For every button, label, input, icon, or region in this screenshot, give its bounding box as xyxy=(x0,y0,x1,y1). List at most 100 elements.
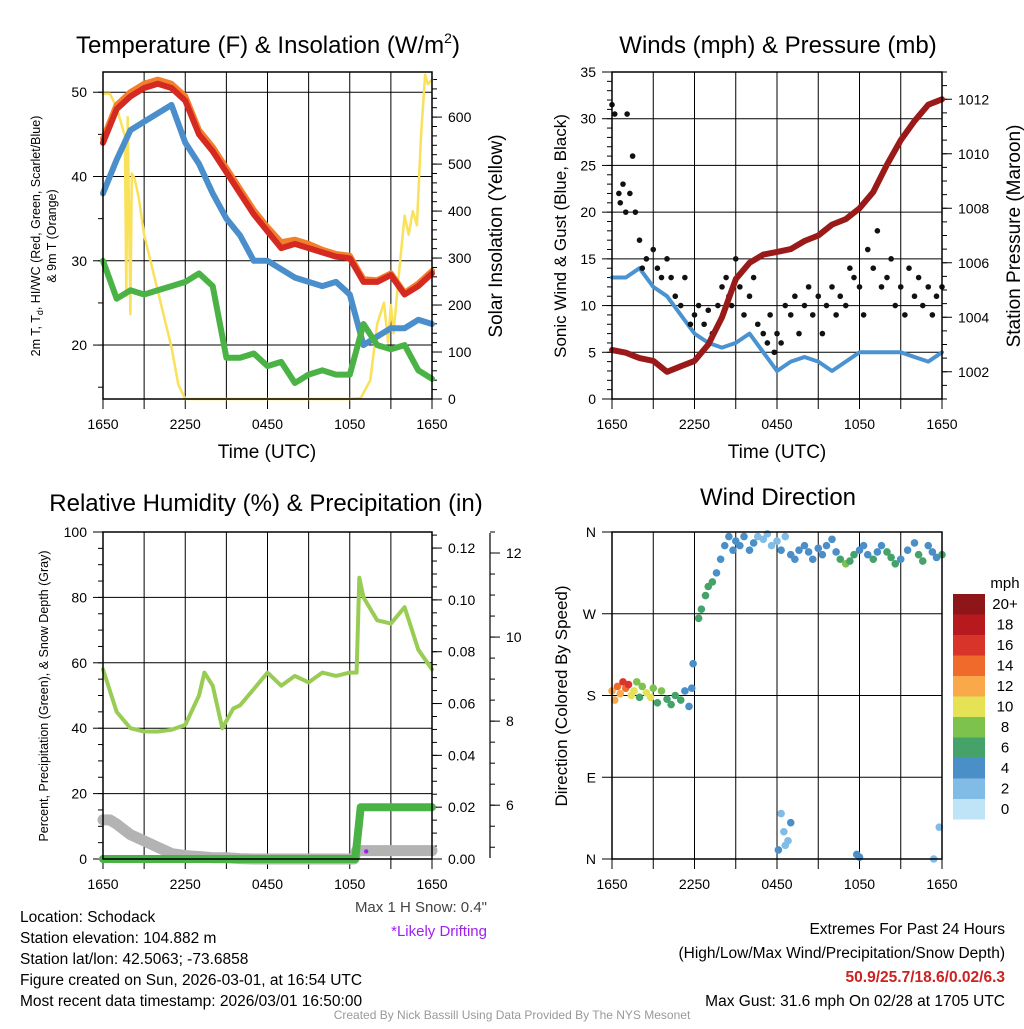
pressure-y-tick-label: 1004 xyxy=(958,309,989,325)
insolation-y-tick-label: 0 xyxy=(448,391,456,407)
wind-direction-point xyxy=(781,841,790,850)
gust-point xyxy=(809,312,816,318)
gust-point xyxy=(737,284,743,290)
wind-direction-point xyxy=(780,827,788,836)
humidity-x-tick-label: 1050 xyxy=(334,876,365,892)
wind-direction-point xyxy=(869,555,878,564)
location-text: Location: Schodack xyxy=(20,909,156,926)
legend-title: mph xyxy=(990,575,1019,592)
wind-direction-point xyxy=(818,550,827,559)
wind-y-tick-label: 0 xyxy=(588,391,596,407)
temperature-y-axis-title: 2m T, Td, HI/WC (Red, Green, Scarlet/Blu… xyxy=(29,116,59,357)
legend-label: 14 xyxy=(997,658,1014,675)
wind-direction-point xyxy=(846,557,854,565)
legend-label: 2 xyxy=(1001,781,1009,798)
gust-point xyxy=(884,274,890,281)
legend-label: 0 xyxy=(1001,801,1009,818)
wind-direction-point xyxy=(657,687,666,695)
svg-text:2m T, Td, HI/WC (Red, Green, S: 2m T, Td, HI/WC (Red, Green, Scarlet/Blu… xyxy=(29,116,45,357)
gust-point xyxy=(643,256,650,262)
wind-direction-point xyxy=(795,546,803,554)
wind-direction-point xyxy=(685,702,693,711)
gust-point xyxy=(878,284,885,290)
gust-point xyxy=(829,284,835,290)
precip-y-tick-label: 0.02 xyxy=(448,799,475,815)
gust-point xyxy=(787,312,794,318)
gust-point xyxy=(842,302,849,309)
snow-depth-y-tick-label: 8 xyxy=(506,713,514,729)
humidity-y-tick-label: 100 xyxy=(64,524,88,540)
gust-point xyxy=(897,284,904,290)
wind-direction-point xyxy=(887,553,895,562)
wind-direction-point xyxy=(749,539,758,547)
wind-direction-point xyxy=(814,544,823,553)
precip-y-tick-label: 0.04 xyxy=(448,747,475,763)
gust-point xyxy=(691,312,698,318)
extremes-title: Extremes For Past 24 Hours xyxy=(809,921,1005,938)
wind-direction-point xyxy=(800,541,809,550)
snow-depth-y-tick-label: 10 xyxy=(506,629,522,645)
gust-point xyxy=(774,330,780,337)
winds-x-tick-label: 1650 xyxy=(596,416,627,432)
wind-direction-point xyxy=(828,535,836,544)
gust-point xyxy=(819,330,826,337)
legend-swatch xyxy=(953,676,985,697)
wind-direction-point xyxy=(708,578,717,586)
legend-swatch xyxy=(953,778,985,799)
gust-point xyxy=(701,321,707,328)
snow-depth-y-tick-label: 12 xyxy=(506,545,522,561)
gust-point xyxy=(750,274,757,281)
temperature-y-tick-label: 30 xyxy=(71,253,87,269)
precip-y-tick-label: 0.00 xyxy=(448,851,475,867)
direction-x-tick-label: 1650 xyxy=(926,876,957,892)
humidity-x-tick-label: 2250 xyxy=(170,876,201,892)
series-line-hi-wc xyxy=(100,257,435,386)
humidity-x-tick-label: 1650 xyxy=(87,876,118,892)
wind-direction-point xyxy=(613,682,622,691)
pressure-y-axis-title: Station Pressure (Maroon) xyxy=(1004,125,1024,348)
gust-point xyxy=(611,111,618,117)
direction-y-tick-label: W xyxy=(583,606,597,622)
legend-swatch xyxy=(953,717,985,738)
direction-x-tick-label: 2250 xyxy=(679,876,710,892)
gust-point xyxy=(658,274,665,281)
wind-direction-point xyxy=(914,550,923,559)
wind-direction-point xyxy=(638,682,647,691)
wind-direction-point xyxy=(786,818,795,827)
wind-y-tick-label: 35 xyxy=(580,64,596,80)
wind-direction-point xyxy=(716,555,725,564)
precip-y-tick-label: 0.10 xyxy=(448,592,475,608)
wind-direction-point xyxy=(729,546,737,554)
temperature-x-axis-title: Time (UTC) xyxy=(218,442,317,463)
extremes-values: 50.9/25.7/18.6/0.02/6.3 xyxy=(846,969,1006,986)
legend-swatch xyxy=(953,737,985,758)
wind-direction-point xyxy=(791,555,799,564)
winds-x-tick-label: 0450 xyxy=(761,416,792,432)
humidity-chart-title: Relative Humidity (%) & Precipitation (i… xyxy=(49,490,482,517)
wind-direction-point xyxy=(896,555,905,564)
gust-point xyxy=(728,302,735,309)
humidity-y-axis-title: Percent, Precipitation (Green), & Snow D… xyxy=(37,550,51,841)
wind-direction-point xyxy=(873,548,882,556)
wind-direction-point xyxy=(863,550,872,559)
wind-direction-point xyxy=(924,541,933,550)
gust-point xyxy=(719,284,725,290)
pressure-y-tick-label: 1006 xyxy=(958,255,989,271)
gust-point xyxy=(682,274,688,281)
likely-drifting-label: *Likely Drifting xyxy=(391,923,487,940)
wind-direction-point xyxy=(616,689,625,698)
legend-swatch xyxy=(953,758,985,779)
svg-text:& 9m T (Orange): & 9m T (Orange) xyxy=(45,189,59,282)
gust-point xyxy=(847,265,853,272)
gust-point xyxy=(874,228,881,234)
gust-point xyxy=(629,153,636,159)
wind-direction-point xyxy=(740,532,748,541)
wind-y-tick-label: 5 xyxy=(588,344,596,360)
gust-point xyxy=(715,302,721,309)
wind-direction-point xyxy=(910,539,919,547)
gust-point xyxy=(746,293,753,300)
gust-point xyxy=(823,302,830,309)
winds-x-tick-label: 1650 xyxy=(926,416,957,432)
winds-plot-border xyxy=(611,71,943,400)
